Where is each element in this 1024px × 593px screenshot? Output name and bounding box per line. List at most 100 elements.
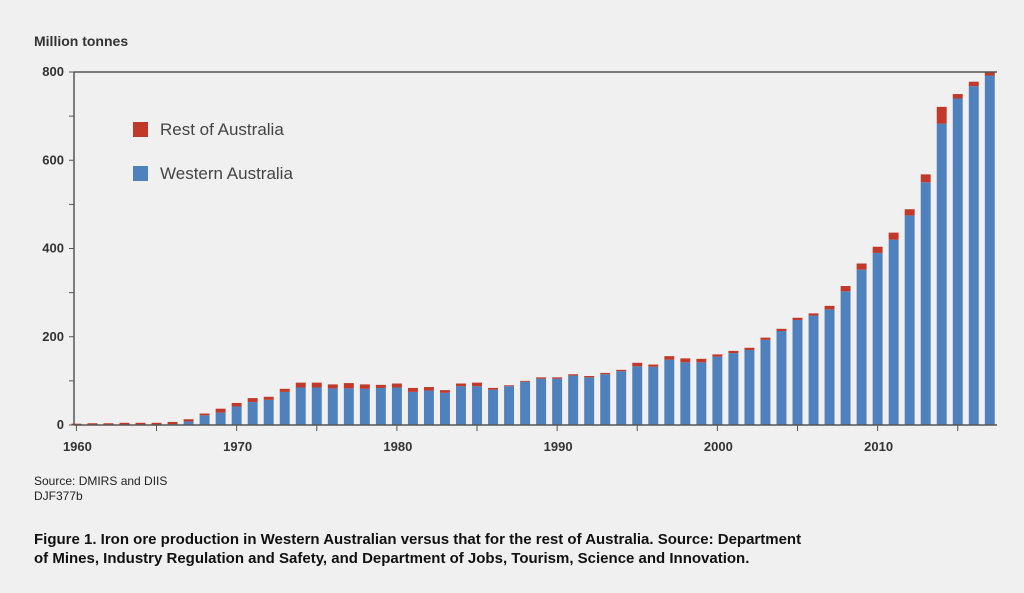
bar-western-australia [584, 377, 595, 425]
bar-western-australia [568, 375, 579, 425]
bar-western-australia [343, 388, 354, 425]
bar-western-australia [247, 402, 258, 425]
bar-western-australia [872, 252, 883, 425]
bar-western-australia [263, 399, 274, 425]
bar-western-australia [664, 359, 675, 425]
caption-line-2: of Mines, Industry Regulation and Safety… [34, 550, 750, 567]
bar-western-australia [439, 392, 450, 425]
figure-caption: Figure 1. Iron ore production in Western… [34, 530, 934, 568]
bar-rest-of-australia [199, 413, 210, 416]
bar-rest-of-australia [167, 421, 178, 425]
bar-rest-of-australia [664, 356, 675, 360]
bar-western-australia [616, 371, 627, 425]
bar-western-australia [632, 366, 643, 425]
bar-rest-of-australia [904, 209, 915, 216]
chart-area: 0 200 400 600 800 1960 1970 1980 1990 2000 2010 Res… [42, 64, 997, 454]
bar-western-australia [744, 349, 755, 425]
bar-western-australia [984, 75, 995, 425]
bar-western-australia [311, 387, 322, 425]
bar-rest-of-australia [936, 106, 947, 124]
bar-western-australia [760, 339, 771, 425]
x-tick-label: 1990 [544, 439, 573, 454]
legend-label: Rest of Australia [160, 120, 284, 139]
bar-western-australia [488, 389, 499, 425]
bar-western-australia [824, 309, 835, 425]
bar-western-australia [840, 291, 851, 425]
bar-western-australia [952, 98, 963, 425]
bar-western-australia [183, 421, 194, 425]
bar-western-australia [199, 415, 210, 425]
bar-rest-of-australia [295, 382, 306, 388]
bar-rest-of-australia [375, 384, 386, 388]
bar-rest-of-australia [696, 358, 707, 363]
x-tick-label: 1980 [383, 439, 412, 454]
bar-rest-of-australia [327, 384, 338, 389]
bar-rest-of-australia [568, 374, 579, 376]
source-note: Source: DMIRS and DIIS DJF377b [34, 474, 167, 504]
bar-rest-of-australia [407, 387, 418, 392]
bar-rest-of-australia [359, 384, 370, 389]
bar-western-australia [696, 362, 707, 425]
bar-rest-of-australia [952, 94, 963, 99]
legend-label: Western Australia [160, 164, 293, 183]
bar-rest-of-australia [439, 390, 450, 393]
y-axis-title: Million tonnes [34, 33, 129, 49]
bar-rest-of-australia [311, 382, 322, 388]
bar-western-australia [936, 123, 947, 425]
bar-western-australia [888, 239, 899, 425]
figure-code: DJF377b [34, 489, 83, 503]
bar-western-australia [536, 378, 547, 425]
x-tick-label: 1960 [63, 439, 92, 454]
bar-rest-of-australia [888, 232, 899, 240]
bar-rest-of-australia [600, 372, 611, 375]
bar-rest-of-australia [391, 383, 402, 388]
bar-western-australia [295, 387, 306, 425]
bar-rest-of-australia [712, 354, 723, 357]
bar-rest-of-australia [920, 174, 931, 183]
bar-rest-of-australia [87, 423, 98, 425]
bar-western-australia [792, 319, 803, 425]
bar-rest-of-australia [872, 246, 883, 253]
bar-western-australia [712, 356, 723, 425]
bar-western-australia [776, 331, 787, 425]
bar-rest-of-australia [103, 423, 114, 425]
bar-rest-of-australia [840, 286, 851, 292]
bar-rest-of-australia [520, 380, 531, 382]
bar-western-australia [600, 374, 611, 425]
bar-rest-of-australia [744, 347, 755, 350]
legend-swatch [133, 166, 148, 181]
bar-rest-of-australia [536, 377, 547, 379]
bar-western-australia [808, 315, 819, 425]
bar-western-australia [968, 86, 979, 426]
bar-rest-of-australia [423, 387, 434, 391]
source-line: Source: DMIRS and DIIS [34, 474, 168, 488]
bar-rest-of-australia [488, 387, 499, 390]
bar-western-australia [504, 386, 515, 425]
y-tick-label: 200 [42, 329, 64, 344]
bar-rest-of-australia [119, 422, 130, 425]
bar-western-australia [648, 366, 659, 425]
bar-rest-of-australia [648, 364, 659, 367]
bar-rest-of-australia [231, 402, 242, 407]
bar-rest-of-australia [151, 422, 162, 425]
bar-rest-of-australia [776, 328, 787, 332]
y-tick-label: 400 [42, 241, 64, 256]
bar-rest-of-australia [680, 358, 691, 363]
bar-rest-of-australia [728, 350, 739, 354]
bar-western-australia [279, 391, 290, 425]
bar-western-australia [856, 269, 867, 425]
bar-western-australia [552, 378, 563, 425]
caption-line-1: Figure 1. Iron ore production in Western… [34, 531, 802, 548]
bar-rest-of-australia [247, 398, 258, 403]
x-tick-label: 2010 [864, 439, 893, 454]
bar-western-australia [215, 412, 226, 425]
x-tick-label: 1970 [223, 439, 252, 454]
bar-rest-of-australia [472, 382, 482, 387]
bar-rest-of-australia [552, 377, 563, 379]
y-tick-label: 0 [57, 417, 64, 432]
bar-rest-of-australia [616, 369, 627, 372]
legend-swatch [133, 122, 148, 137]
bar-rest-of-australia [632, 362, 643, 367]
bar-western-australia [327, 388, 338, 425]
bar-rest-of-australia [968, 81, 979, 87]
